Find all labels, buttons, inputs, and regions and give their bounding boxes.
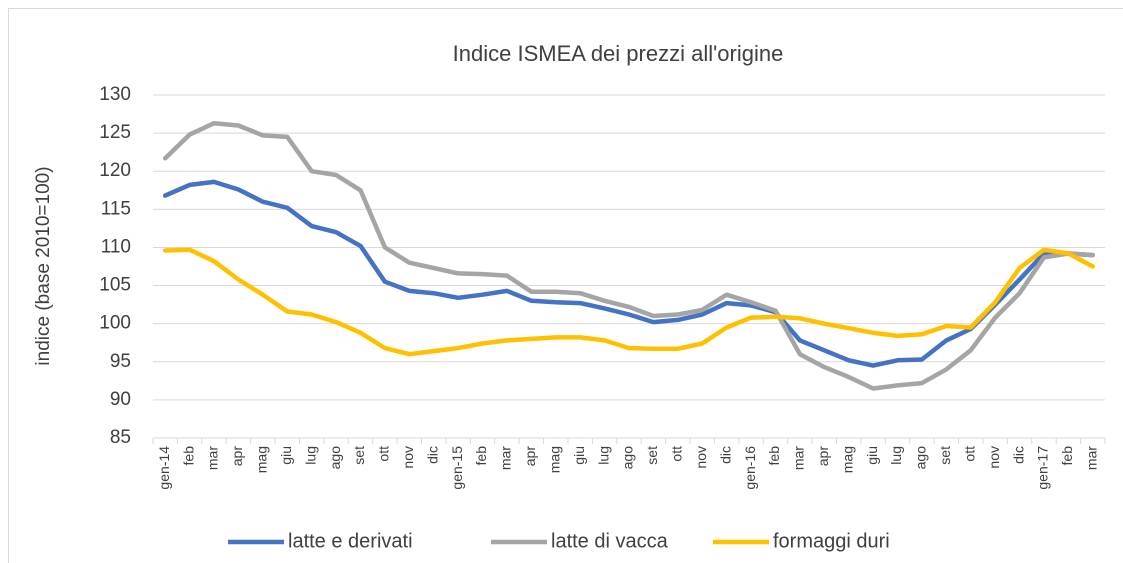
x-tick-label: mar — [205, 446, 221, 470]
x-tick-label: dic — [1010, 446, 1026, 464]
x-tick-label: set — [644, 446, 660, 465]
x-tick-label: mag — [839, 446, 855, 473]
x-tick-label: gen-17 — [1035, 446, 1051, 490]
x-tick-label: nov — [400, 446, 416, 469]
x-tick-label: lug — [888, 446, 904, 465]
x-tick-label: lug — [595, 446, 611, 465]
x-tick-label: mar — [791, 446, 807, 470]
x-tick-label: gen-14 — [156, 446, 172, 490]
x-tick-label: feb — [766, 446, 782, 466]
x-tick-label: mag — [546, 446, 562, 473]
x-tick-label: apr — [522, 446, 538, 467]
x-tick-label: nov — [986, 446, 1002, 469]
x-tick-label: apr — [229, 446, 245, 467]
x-tick-label: ott — [961, 446, 977, 462]
x-tick-label: mar — [1083, 446, 1099, 470]
line-series — [162, 247, 1096, 357]
y-tick-label: 125 — [99, 122, 131, 143]
x-tick-label: dic — [424, 446, 440, 464]
y-tick-label: 100 — [99, 313, 131, 334]
x-tick-label: ago — [913, 446, 929, 470]
x-tick-label: apr — [815, 446, 831, 467]
x-tick-label: giu — [278, 446, 294, 465]
y-tick-label: 95 — [110, 351, 131, 372]
x-tick-label: set — [937, 446, 953, 465]
x-tick-label: dic — [717, 446, 733, 464]
x-tick-label: mar — [498, 446, 514, 470]
y-tick-label: 90 — [110, 389, 131, 410]
y-tick-label: 115 — [101, 198, 131, 219]
x-tick-label: ago — [620, 446, 636, 470]
x-tick-label: lug — [302, 446, 318, 465]
legend-label: latte di vacca — [551, 530, 669, 552]
chart-title: Indice ISMEA dei prezzi all'origine — [453, 41, 784, 66]
x-tick-label: set — [351, 446, 367, 465]
x-tick-label: ago — [327, 446, 343, 470]
x-tick-label: mag — [254, 446, 270, 473]
y-tick-label: 120 — [99, 160, 131, 181]
line-series — [162, 179, 1096, 368]
y-axis-label: indice (base 2010=100) — [33, 166, 54, 365]
legend-label: latte e derivati — [288, 530, 413, 552]
x-tick-label: ott — [376, 446, 392, 462]
x-tick-label: ott — [669, 446, 685, 462]
x-tick-label: nov — [693, 446, 709, 469]
y-tick-label: 110 — [101, 236, 131, 257]
x-tick-label: gen-15 — [449, 446, 465, 490]
x-tick-label: feb — [473, 446, 489, 466]
legend-label: formaggi duri — [773, 530, 890, 552]
x-tick-label: gen-16 — [742, 446, 758, 490]
x-tick-label: feb — [1059, 446, 1075, 466]
y-tick-label: 105 — [99, 275, 131, 296]
x-tick-label: feb — [180, 446, 196, 466]
y-tick-label: 85 — [110, 427, 131, 448]
x-tick-label: giu — [571, 446, 587, 465]
line-series — [162, 120, 1096, 391]
x-tick-label: giu — [864, 446, 880, 465]
y-tick-label: 130 — [99, 84, 131, 105]
